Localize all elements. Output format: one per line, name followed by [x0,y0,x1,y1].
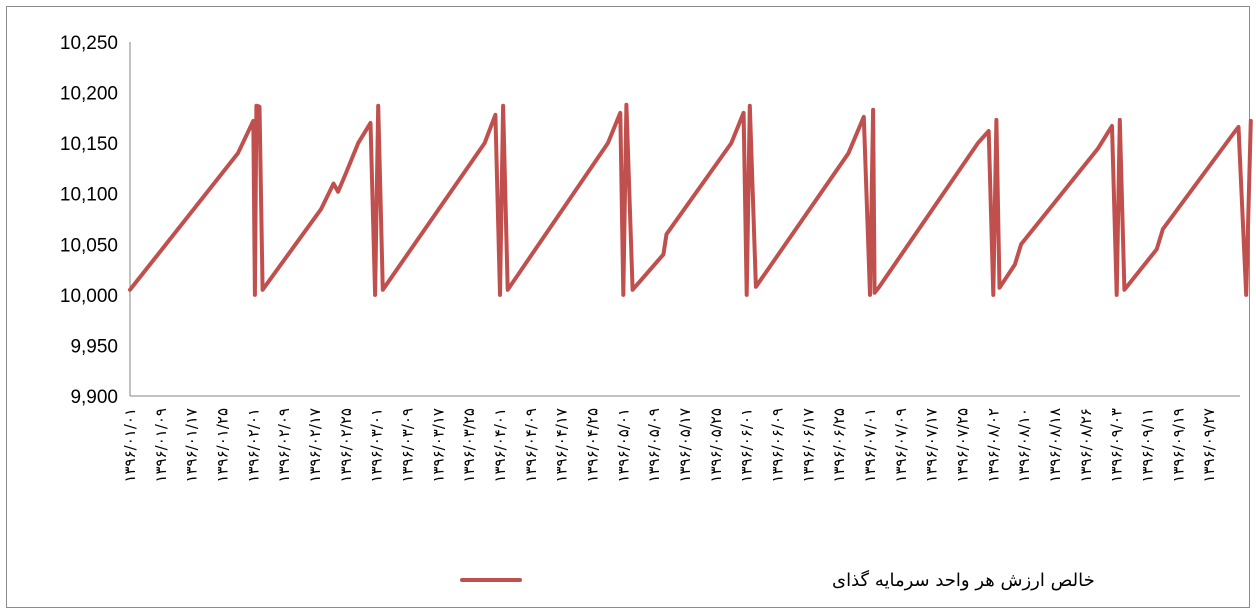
x-tick-label: ۱۳۹۶/۰۱/۲۵ [214,408,232,483]
x-tick-label: ۱۳۹۶/۰۵/۰۱ [614,408,632,483]
y-tick-label: 10,100 [60,185,118,206]
x-tick-label: ۱۳۹۶/۰۴/۲۵ [584,408,602,483]
x-tick-label: ۱۳۹۶/۰۹/۰۳ [1108,408,1126,483]
x-tick-label: ۱۳۹۶/۰۸/۱۰ [1015,408,1033,483]
x-tick-label: ۱۳۹۶/۰۲/۲۵ [337,408,355,483]
x-tick-label: ۱۳۹۶/۰۵/۲۵ [707,408,725,483]
legend: خالص ارزش هر واحد سرمایه گذای [460,569,1095,591]
x-tick-label: ۱۳۹۶/۰۶/۲۵ [830,408,848,483]
x-tick-label: ۱۳۹۶/۰۳/۰۱ [368,408,386,483]
x-tick-label: ۱۳۹۶/۰۹/۲۷ [1200,408,1218,483]
x-tick-label: ۱۳۹۶/۰۷/۱۷ [923,408,941,483]
x-tick-label: ۱۳۹۶/۰۶/۰۱ [738,408,756,483]
y-tick-label: 9,900 [70,387,118,408]
x-tick-label: ۱۳۹۶/۰۶/۰۹ [769,408,787,483]
x-tick-label: ۱۳۹۶/۰۹/۱۹ [1169,408,1187,483]
x-tick-label: ۱۳۹۶/۰۷/۰۹ [892,408,910,483]
series-line [128,102,1253,297]
x-tick-label: ۱۳۹۶/۰۲/۰۱ [244,408,262,483]
x-tick-label: ۱۳۹۶/۰۱/۰۹ [152,408,170,483]
y-tick-label: 10,050 [60,235,118,256]
x-tick-label: ۱۳۹۶/۰۳/۲۵ [460,408,478,483]
x-tick-label: ۱۳۹۶/۰۴/۰۱ [491,408,509,483]
x-tick-label: ۱۳۹۶/۰۱/۱۷ [183,408,201,483]
x-tick-label: ۱۳۹۶/۰۷/۰۱ [861,408,879,483]
x-tick-label: ۱۳۹۶/۰۵/۰۹ [645,408,663,483]
legend-label: خالص ارزش هر واحد سرمایه گذای [832,569,1095,591]
x-tick-label: ۱۳۹۶/۰۸/۲۶ [1077,408,1095,483]
x-tick-label: ۱۳۹۶/۰۲/۱۷ [306,408,324,483]
y-tick-label: 10,200 [60,84,118,105]
y-tick-label: 9,950 [70,336,118,357]
x-tick-label: ۱۳۹۶/۰۲/۰۹ [275,408,293,483]
x-tick-label: ۱۳۹۶/۰۳/۰۹ [399,408,417,483]
x-tick-labels: ۱۳۹۶/۰۱/۰۱ ۱۳۹۶/۰۱/۰۹ ۱۳۹۶/۰۱/۱۷ ۱۳۹۶/۰۱/۲۵… [121,408,1218,483]
x-tick-label: ۱۳۹۶/۰۴/۱۷ [553,408,571,483]
x-tick-label: ۱۳۹۶/۰۹/۱۱ [1139,408,1157,483]
x-tick-label: ۱۳۹۶/۰۷/۲۵ [954,408,972,483]
y-tick-label: 10,150 [60,134,118,155]
x-tick-label: ۱۳۹۶/۰۱/۰۱ [121,408,139,483]
x-tick-label: ۱۳۹۶/۰۶/۱۷ [799,408,817,483]
y-tick-label: 10,000 [60,286,118,307]
y-tick-labels: 10,250 10,200 10,150 10,100 10,050 10,000 9,95… [60,33,118,408]
y-tick-label: 10,250 [60,33,118,54]
series [128,102,1253,297]
x-tick-label: ۱۳۹۶/۰۵/۱۷ [676,408,694,483]
x-tick-label: ۱۳۹۶/۰۳/۱۷ [429,408,447,483]
x-tick-label: ۱۳۹۶/۰۸/۱۸ [1046,408,1064,483]
x-tick-label: ۱۳۹۶/۰۴/۰۹ [522,408,540,483]
x-tick-label: ۱۳۹۶/۰۸/۰۲ [984,408,1002,483]
